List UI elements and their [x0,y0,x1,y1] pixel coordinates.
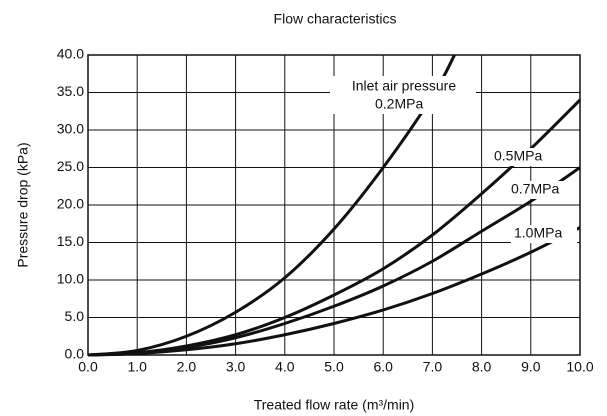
label-bg [330,76,476,114]
x-tick-label: 2.0 [177,359,197,375]
grid [87,54,581,356]
series-label: 1.0MPa [514,225,562,241]
y-axis-label: Pressure drop (kPa) [15,142,31,267]
y-tick-label: 15.0 [57,233,84,249]
series-line [87,54,456,357]
lines [87,54,582,357]
y-tick-label: 30.0 [57,121,84,137]
series-label: 0.5MPa [494,148,542,164]
series-line [87,226,581,357]
series-label: 0.2MPa [375,96,423,112]
labels: Inlet air pressure 0.2MPa 0.5MPa 0.7MPa … [330,76,578,243]
y-tick-label: 0.0 [65,346,85,362]
x-tick-label: 7.0 [423,359,443,375]
chart-title: Flow characteristics [274,11,397,27]
x-tick-label: 0.0 [78,359,98,375]
x-tick-label: 6.0 [373,359,393,375]
x-tick-label: 9.0 [521,359,541,375]
label-bg [491,148,553,166]
y-tick-label: 25.0 [57,158,84,174]
x-tick-label: 8.0 [472,359,492,375]
x-tick-label: 10.0 [566,359,593,375]
x-tick-label: 5.0 [324,359,344,375]
y-tick-label: 20.0 [57,196,84,212]
x-tick-label: 1.0 [127,359,147,375]
x-tick-label: 3.0 [226,359,246,375]
y-tick-label: 10.0 [57,271,84,287]
y-tick-label: 5.0 [65,308,85,324]
x-tick-label: 4.0 [275,359,295,375]
y-tick-label: 35.0 [57,83,84,99]
x-axis-label: Treated flow rate (m³/min) [254,397,415,413]
plot-frame [87,54,581,356]
y-tick-label: 40.0 [57,46,84,62]
label-bg [508,181,578,199]
annotation: Inlet air pressure [352,78,456,94]
label-bg [511,225,577,243]
series-label: 0.7MPa [511,181,559,197]
